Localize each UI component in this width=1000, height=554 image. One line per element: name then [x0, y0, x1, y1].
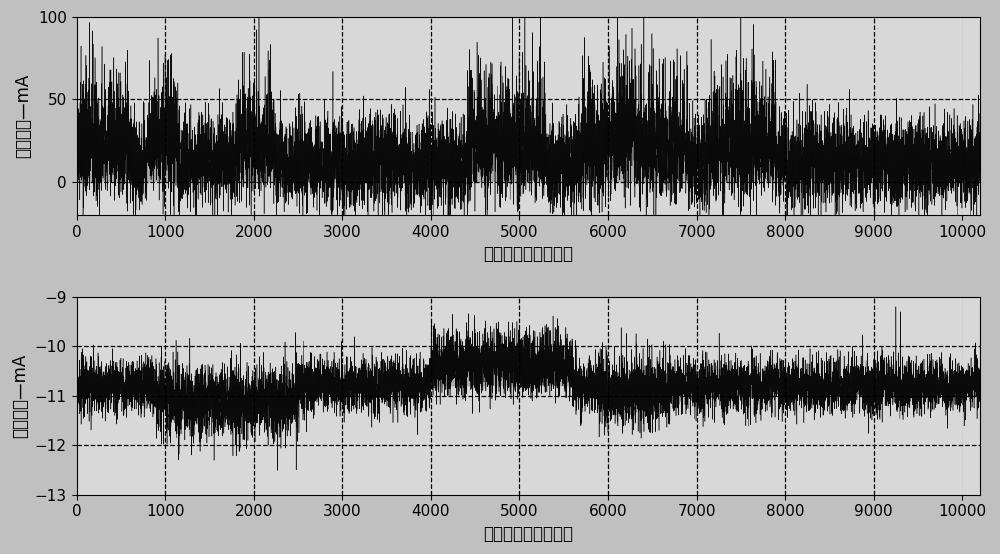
X-axis label: 正极电晕电流采样点: 正极电晕电流采样点	[483, 245, 573, 263]
Y-axis label: 电晕电流—mA: 电晕电流—mA	[11, 353, 29, 438]
Y-axis label: 电晕电流—mA: 电晕电流—mA	[14, 74, 32, 158]
X-axis label: 负极电晕电流采样点: 负极电晕电流采样点	[483, 525, 573, 543]
